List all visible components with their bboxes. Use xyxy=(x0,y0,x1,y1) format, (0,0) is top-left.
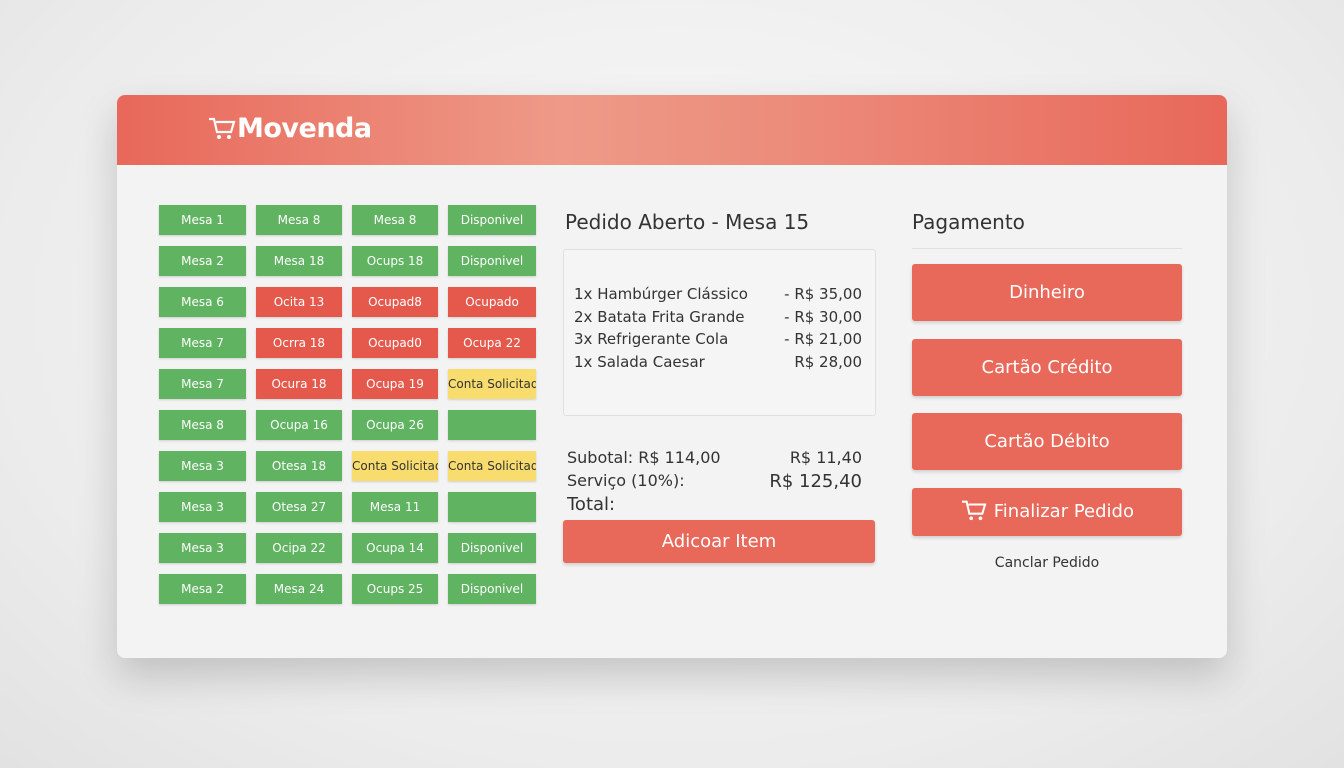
table-cell[interactable]: Mesa 6 xyxy=(159,287,246,317)
table-cell[interactable]: Mesa 8 xyxy=(256,205,342,235)
table-cell[interactable]: Mesa 18 xyxy=(256,246,342,276)
order-items-box xyxy=(563,249,876,416)
app-window: Movenda Pedido Aberto - Mesa 15 Adicoar … xyxy=(117,95,1227,658)
table-cell[interactable]: Ocupa 14 xyxy=(352,533,438,563)
finalize-label: Finalizar Pedido xyxy=(993,501,1134,522)
table-cell[interactable]: Mesa 11 xyxy=(352,492,438,522)
table-cell[interactable]: Disponivel xyxy=(448,246,536,276)
logo[interactable]: Movenda xyxy=(207,113,372,144)
logo-text: Movenda xyxy=(237,113,372,144)
payment-button[interactable]: Cartão Débito xyxy=(912,413,1182,470)
table-cell[interactable]: Mesa 2 xyxy=(159,246,246,276)
table-cell[interactable]: Ocups 25 xyxy=(352,574,438,604)
table-cell[interactable]: Ocura 18 xyxy=(256,369,342,399)
cart-icon xyxy=(209,117,236,139)
table-cell[interactable]: Ocupa 22 xyxy=(448,328,536,358)
divider xyxy=(912,248,1182,249)
payment-title: Pagamento xyxy=(912,210,1025,234)
payment-button[interactable]: Cartão Crédito xyxy=(912,338,1182,396)
item-price: R$ 28,00 xyxy=(794,352,862,371)
table-cell[interactable]: Ocupad8 xyxy=(352,287,438,317)
header: Movenda xyxy=(117,95,1227,165)
total-label: Serviço (10%): xyxy=(567,471,685,490)
add-item-button[interactable]: Adicoar Item xyxy=(563,520,875,563)
table-cell[interactable]: Mesa 8 xyxy=(159,410,246,440)
finalize-button[interactable]: Finalizar Pedido xyxy=(912,488,1182,536)
table-cell[interactable]: Mesa 24 xyxy=(256,574,342,604)
item-price: - R$ 21,00 xyxy=(784,330,862,348)
table-cell[interactable]: Otesa 18 xyxy=(256,451,342,481)
table-cell[interactable]: Ocups 18 xyxy=(352,246,438,276)
table-cell[interactable]: Mesa 3 xyxy=(159,451,246,481)
table-cell[interactable] xyxy=(448,410,536,440)
table-cell[interactable]: Ocupa 26 xyxy=(352,410,438,440)
table-cell[interactable]: Mesa 7 xyxy=(159,369,246,399)
order-title: Pedido Aberto - Mesa 15 xyxy=(565,210,810,234)
item-name: 1x Salada Caesar xyxy=(574,352,705,371)
table-cell[interactable]: Mesa 7 xyxy=(159,328,246,358)
payment-button[interactable]: Dinheiro xyxy=(912,264,1182,321)
table-cell[interactable]: Disponivel xyxy=(448,205,536,235)
total-label: Total: xyxy=(567,494,616,515)
cancel-link[interactable]: Canclar Pedido xyxy=(994,555,1100,571)
item-name: 3x Refrigerante Cola xyxy=(574,330,729,348)
table-cell[interactable]: Mesa 3 xyxy=(159,492,246,522)
table-cell[interactable]: Disponivel xyxy=(448,574,536,604)
table-cell[interactable]: Ocupad0 xyxy=(352,328,438,358)
item-name: 1x Hambúrger Clássico xyxy=(574,285,748,303)
table-cell[interactable]: Mesa 1 xyxy=(159,205,246,235)
table-cell[interactable]: Ocita 13 xyxy=(256,287,342,317)
table-cell[interactable]: Conta Solicitada xyxy=(352,451,438,481)
table-cell[interactable]: Ocipa 22 xyxy=(256,533,342,563)
table-cell[interactable]: Ocrra 18 xyxy=(256,328,342,358)
item-price: - R$ 35,00 xyxy=(784,285,862,303)
item-price: - R$ 30,00 xyxy=(784,307,862,326)
table-cell[interactable]: Mesa 2 xyxy=(159,574,246,604)
table-cell[interactable]: Mesa 3 xyxy=(159,533,246,563)
total-value: R$ 125,40 xyxy=(769,471,862,492)
table-cell[interactable]: Ocupa 16 xyxy=(256,410,342,440)
table-cell[interactable] xyxy=(448,492,536,522)
cart-icon xyxy=(962,500,987,521)
total-label: Subotal: R$ 114,00 xyxy=(567,448,721,467)
item-name: 2x Batata Frita Grande xyxy=(574,307,745,326)
table-cell[interactable]: Mesa 8 xyxy=(352,205,438,235)
table-cell[interactable]: Otesa 27 xyxy=(256,492,342,522)
table-cell[interactable]: Ocupa 19 xyxy=(352,369,438,399)
total-value: R$ 11,40 xyxy=(789,448,862,467)
table-cell[interactable]: Conta Solicitada xyxy=(448,451,536,481)
table-cell[interactable]: Ocupado xyxy=(448,287,536,317)
table-cell[interactable]: Conta Solicitada xyxy=(448,369,536,399)
table-cell[interactable]: Disponivel xyxy=(448,533,536,563)
